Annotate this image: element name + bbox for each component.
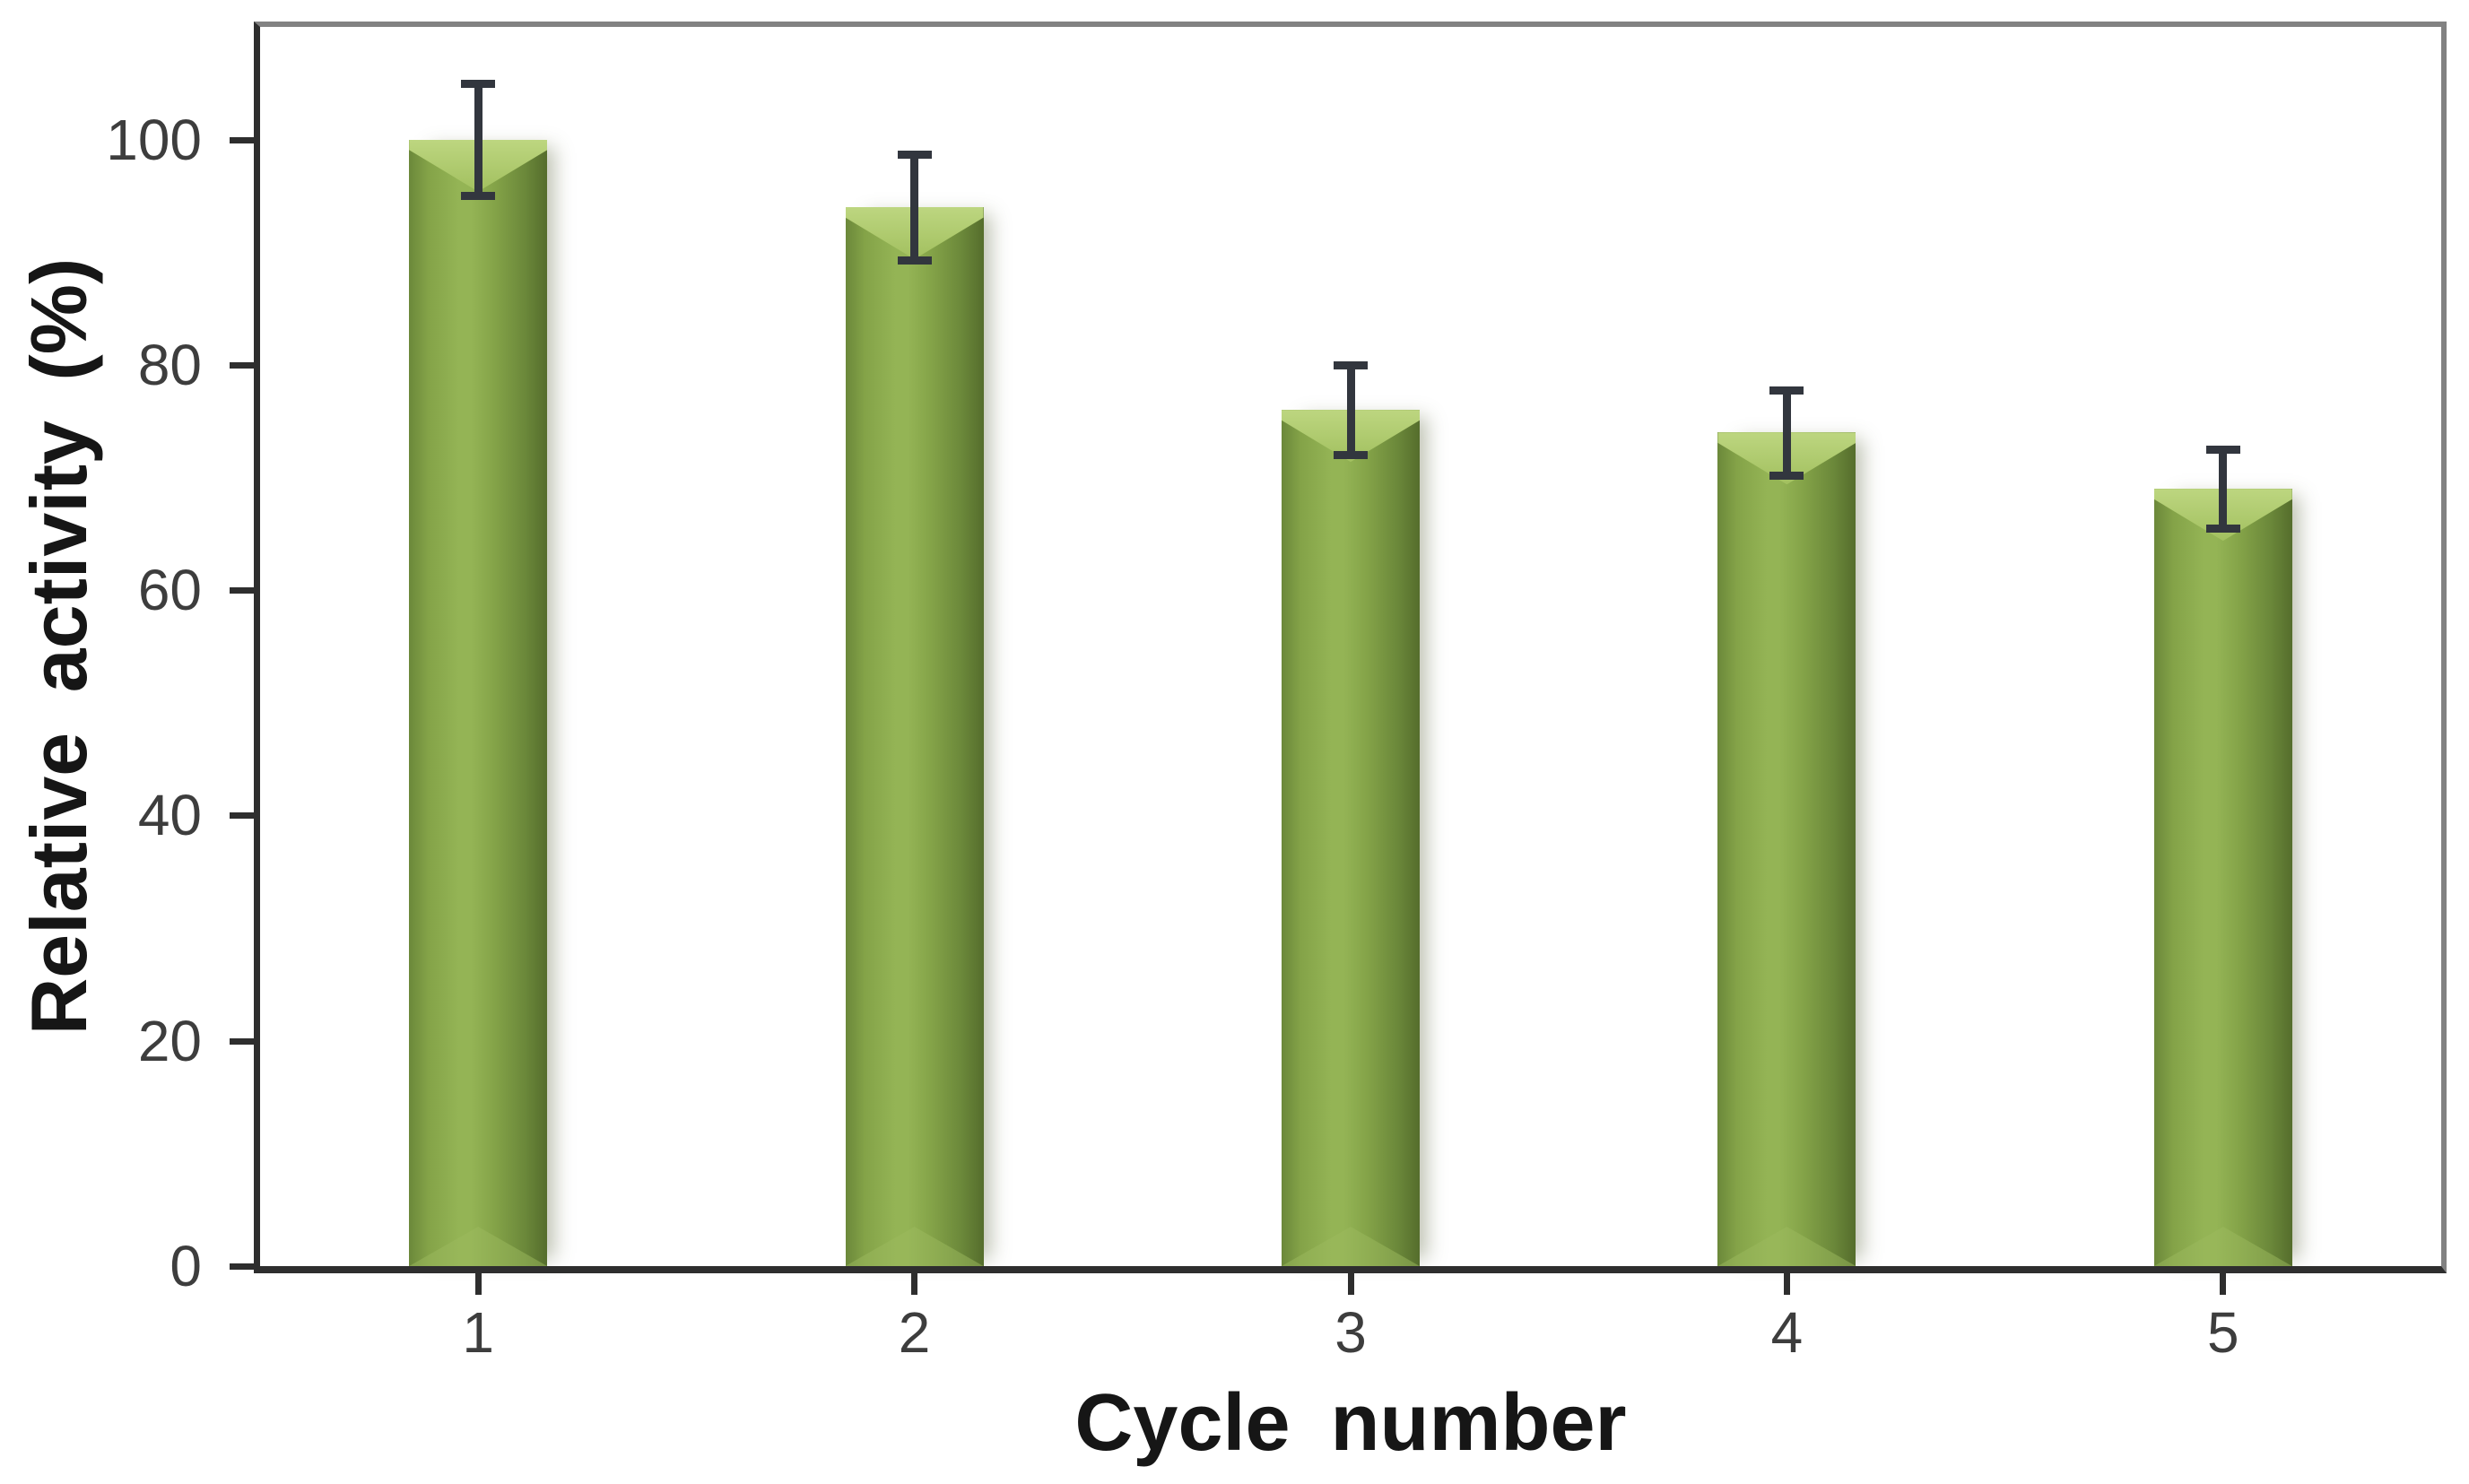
bar-bottom-bevel	[409, 1226, 548, 1266]
error-bar-cap-bottom	[897, 256, 932, 265]
bar-bottom-bevel	[2153, 1226, 2292, 1266]
x-tick-mark	[1347, 1271, 1354, 1295]
y-tick-mark	[230, 361, 260, 369]
x-tick-mark	[911, 1271, 918, 1295]
error-bar-cap-top	[2205, 446, 2240, 455]
error-bar-cap-top	[461, 79, 496, 88]
error-bar-cap-bottom	[461, 192, 496, 201]
y-tick-mark	[230, 1037, 260, 1045]
error-bar-cap-bottom	[1334, 451, 1368, 460]
error-bar-line	[1782, 389, 1791, 476]
y-tick-label: 60	[137, 558, 202, 623]
y-tick-label: 80	[137, 332, 202, 397]
error-bar-line	[2219, 449, 2228, 529]
x-tick-label: 1	[462, 1300, 494, 1365]
x-tick-mark	[474, 1271, 482, 1295]
error-bar-cap-bottom	[1769, 472, 1804, 481]
error-bar-line	[910, 153, 919, 261]
bar	[409, 139, 548, 1266]
y-tick-mark	[230, 136, 260, 143]
x-tick-label: 4	[1770, 1300, 1804, 1365]
x-tick-mark	[1783, 1271, 1790, 1295]
x-tick-label: 2	[898, 1300, 931, 1365]
y-tick-label: 20	[137, 1008, 202, 1073]
y-tick-mark	[230, 812, 260, 820]
error-bar-cap-top	[1769, 386, 1804, 395]
bar	[1282, 410, 1420, 1266]
x-axis-title: Cycle number	[1074, 1378, 1627, 1468]
bar-bottom-bevel	[845, 1226, 984, 1266]
x-tick-mark	[2220, 1271, 2227, 1295]
error-bar-line	[1346, 364, 1355, 456]
error-bar-line	[474, 82, 482, 196]
y-tick-label: 100	[106, 107, 202, 172]
bar	[845, 207, 984, 1266]
error-bar-cap-top	[897, 150, 932, 159]
bar-bottom-bevel	[1282, 1226, 1420, 1266]
x-tick-label: 3	[1334, 1300, 1367, 1365]
y-tick-label: 40	[137, 783, 202, 848]
bar	[1717, 432, 1856, 1266]
y-tick-label: 0	[170, 1234, 202, 1298]
bar-bottom-bevel	[1717, 1226, 1856, 1266]
x-tick-label: 5	[2207, 1300, 2239, 1365]
error-bar-cap-top	[1334, 360, 1368, 369]
bar	[2153, 489, 2292, 1266]
y-tick-mark	[230, 587, 260, 594]
y-tick-mark	[230, 1263, 260, 1270]
error-bar-cap-bottom	[2205, 525, 2240, 534]
y-axis-title: Relative activity (%)	[14, 257, 103, 1036]
